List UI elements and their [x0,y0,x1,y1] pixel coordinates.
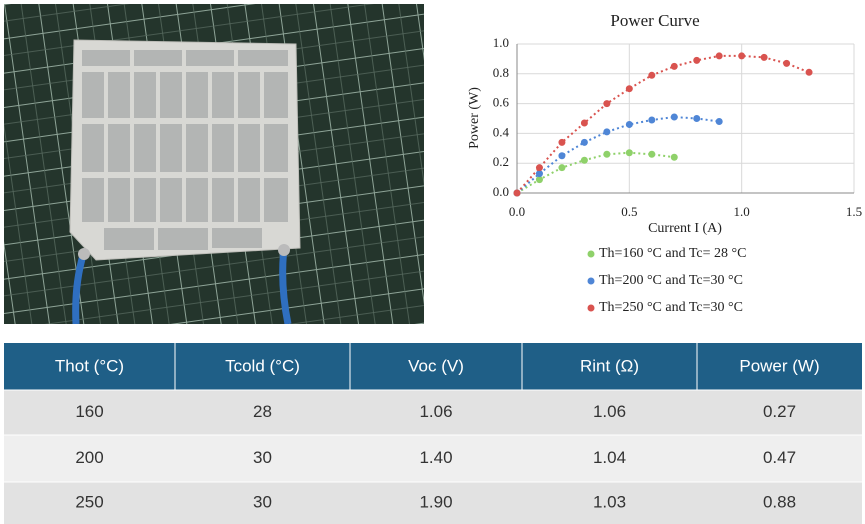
data-point [603,128,610,135]
data-point [693,57,700,64]
y-tick-label: 0.8 [493,65,509,80]
x-tick-label: 0.5 [621,204,637,219]
data-point [783,60,790,67]
photo [4,4,424,324]
legend-label: Th=200 °C and Tc=30 °C [599,273,743,288]
data-point [716,52,723,59]
data-point [536,170,543,177]
data-point [716,118,723,125]
chart-title: Power Curve [610,11,699,30]
y-tick-label: 0.4 [493,124,510,139]
data-point [648,116,655,123]
legend-label: Th=160 °C and Tc= 28 °C [599,246,746,261]
data-point [671,63,678,70]
data-point [558,164,565,171]
data-point [648,151,655,158]
data-point [603,151,610,158]
y-tick-label: 1.0 [493,35,509,50]
y-tick-label: 0.2 [493,154,509,169]
header-cell: Tcold (°C) [225,356,300,375]
data-point [671,154,678,161]
data-point [558,152,565,159]
y-tick-label: 0.6 [493,95,510,110]
x-tick-label: 1.0 [734,204,750,219]
data-point [626,149,633,156]
data-point [761,54,768,61]
table-cell: 200 [75,448,103,467]
table-cell: 0.47 [763,448,796,467]
trend-line [517,117,719,193]
header-cell: Power (W) [739,356,819,375]
data-point [603,100,610,107]
legend-marker [588,251,595,258]
table-cell: 250 [75,492,103,511]
table-cell: 0.27 [763,402,796,421]
table-cell: 160 [75,402,103,421]
data-point [806,69,813,76]
y-axis-label: Power (W) [467,87,482,149]
header-cell: Rint (Ω) [580,356,639,375]
trend-line [517,56,809,193]
header-cell: Voc (V) [408,356,464,375]
data-point [558,139,565,146]
x-tick-label: 1.5 [846,204,862,219]
table-cell: 0.88 [763,492,796,511]
data-point [536,176,543,183]
header-cell: Thot (°C) [55,356,124,375]
table-cell: 30 [253,448,272,467]
data-point [626,121,633,128]
legend-marker [588,305,595,312]
y-tick-label: 0.0 [493,184,509,199]
data-point [693,115,700,122]
data-point [581,119,588,126]
table-cell: 28 [253,402,272,421]
data-point [738,52,745,59]
solder [278,244,290,256]
x-tick-label: 0.0 [509,204,525,219]
data-point [671,114,678,121]
chart: Power Curve Current I (A) Power (W) 0.00… [425,0,865,330]
legend-label: Th=250 °C and Tc=30 °C [599,300,743,315]
table-cell: 1.90 [419,492,452,511]
data-point [581,157,588,164]
legend-marker [588,278,595,285]
data-point [514,190,521,197]
data-point [648,72,655,79]
table-cell: 1.06 [419,402,452,421]
table-cell: 1.06 [593,402,626,421]
data-table: Thot (°C) Tcold (°C) Voc (V) Rint (Ω) Power … [0,343,865,524]
page: Power Curve Current I (A) Power (W) 0.00… [0,0,865,524]
table-cell: 1.03 [593,492,626,511]
data-point [536,164,543,171]
table-cell: 1.40 [419,448,452,467]
table-cell: 1.04 [593,448,626,467]
table-cell: 30 [253,492,272,511]
solder [78,248,90,260]
data-point [581,139,588,146]
x-axis-label: Current I (A) [648,221,722,236]
data-point [626,85,633,92]
